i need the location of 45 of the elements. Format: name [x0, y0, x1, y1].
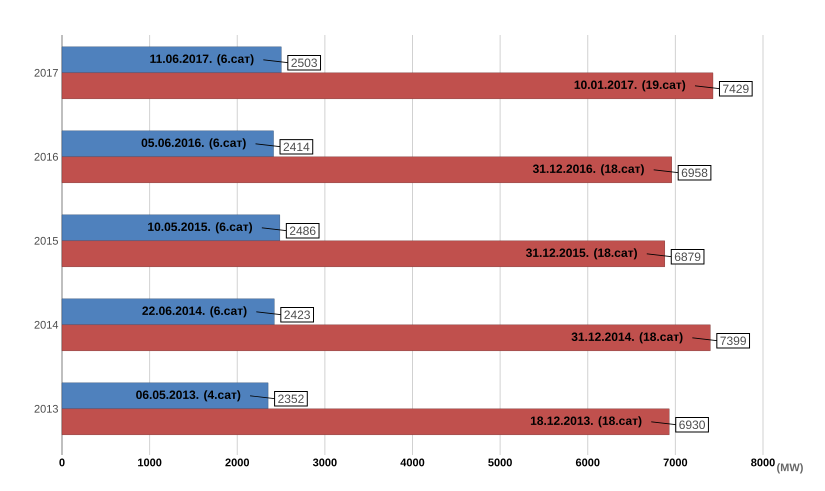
- y-tick-label: 2016: [34, 152, 58, 161]
- bar: [62, 72, 714, 99]
- annotation: 10.01.2017. (19.сат): [574, 80, 686, 92]
- x-tick-label: 1000: [138, 458, 162, 466]
- x-tick-label: 8000: [751, 458, 775, 466]
- bar: [62, 156, 672, 183]
- annotation: 31.12.2016. (18.сат): [532, 164, 644, 176]
- y-tick-label: 2014: [34, 320, 58, 329]
- data-label: 7429: [723, 84, 749, 94]
- annotation: 22.06.2014. (6.сат): [142, 306, 247, 318]
- bar: [62, 214, 280, 241]
- x-tick-label: 2000: [225, 458, 250, 466]
- annotation: 05.06.2016. (6.сат): [142, 138, 246, 150]
- y-tick-label: 2013: [34, 404, 58, 413]
- bar: [62, 382, 268, 409]
- x-tick-label: 0: [59, 458, 65, 466]
- annotation: 31.12.2014. (18.сат): [572, 332, 683, 344]
- x-tick-label: 3000: [312, 458, 337, 466]
- data-label: 7399: [720, 336, 746, 346]
- data-label: 6930: [679, 420, 705, 430]
- x-tick-label: 5000: [488, 458, 512, 466]
- annotation: 31.12.2015. (18.сат): [526, 248, 637, 260]
- data-label: 6879: [674, 252, 700, 262]
- annotation: 18.12.2013. (18.сат): [530, 416, 642, 428]
- x-tick-label: 6000: [576, 458, 600, 466]
- bar: [62, 240, 665, 267]
- data-label: 2503: [291, 58, 317, 68]
- data-label: 2486: [290, 226, 316, 236]
- data-label: 2414: [284, 142, 310, 151]
- bar: [62, 298, 275, 325]
- bar: [62, 324, 711, 351]
- data-label: 2352: [278, 394, 304, 404]
- annotation: 11.06.2017. (6.сат): [150, 54, 254, 66]
- bar: [62, 130, 274, 157]
- y-tick-label: 2017: [34, 68, 58, 77]
- x-tick-label: 4000: [400, 458, 424, 466]
- y-tick-label: 2015: [34, 236, 58, 245]
- annotation: 06.05.2013. (4.сат): [136, 390, 240, 402]
- x-axis-title: (MW): [777, 463, 803, 474]
- data-label: 6958: [682, 168, 708, 178]
- annotation: 10.05.2015. (6.сат): [148, 222, 252, 234]
- x-tick-label: 7000: [664, 458, 688, 466]
- bar: [62, 46, 282, 73]
- data-label: 2423: [284, 310, 310, 320]
- bar: [62, 408, 670, 435]
